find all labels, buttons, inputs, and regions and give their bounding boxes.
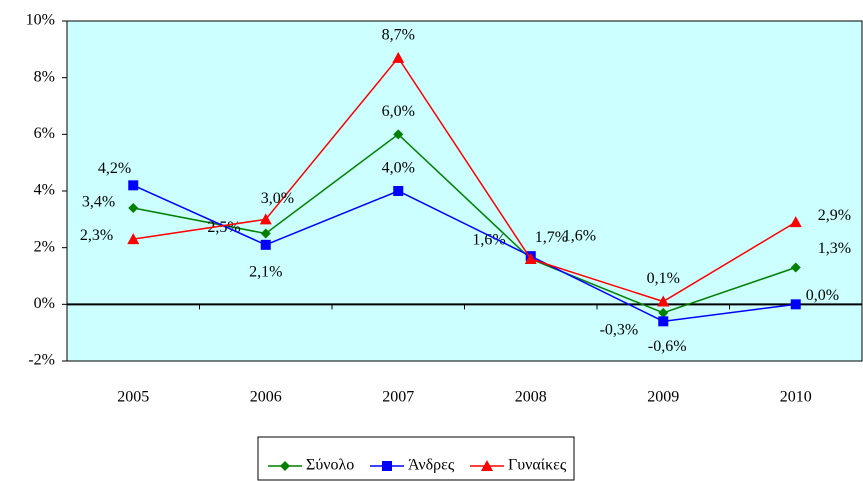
marker (789, 216, 802, 228)
data-label: 3,4% (82, 194, 115, 211)
data-label: -0,3% (600, 322, 639, 339)
x-tick-label: 2008 (515, 389, 547, 406)
y-tick-label: 8% (34, 68, 55, 85)
marker (658, 316, 669, 327)
marker (128, 203, 139, 213)
marker (393, 129, 404, 140)
y-tick-label: 0% (34, 295, 55, 312)
data-label: 2,9% (818, 207, 851, 224)
data-label: 0,0% (806, 287, 839, 304)
y-tick-label: 6% (34, 125, 55, 142)
y-tick-label: -2% (28, 352, 55, 369)
data-label: 1,7% (535, 229, 568, 246)
y-tick-label: 10% (26, 12, 55, 29)
marker (657, 295, 670, 307)
data-label: 4,2% (98, 160, 131, 177)
data-label: 2,5% (207, 219, 240, 236)
x-tick-label: 2007 (382, 389, 414, 406)
x-tick-label: 2010 (780, 389, 812, 406)
marker (392, 51, 405, 63)
marker (128, 180, 139, 191)
marker (393, 186, 404, 196)
data-label: 4,0% (382, 160, 415, 177)
data-label: 8,7% (382, 27, 415, 44)
y-tick-label: 2% (34, 238, 55, 255)
x-tick-label: 2006 (250, 389, 282, 406)
series-line (133, 133, 796, 314)
data-label: 1,3% (818, 240, 851, 257)
x-tick-label: 2005 (117, 389, 149, 406)
data-label: 3,0% (261, 190, 294, 207)
data-label: 1,6% (563, 228, 596, 245)
marker (382, 461, 392, 471)
series-line (133, 56, 797, 303)
marker (260, 239, 271, 250)
legend: Σύνολο Άνδρες Γυναίκες (257, 436, 575, 481)
marker (280, 461, 290, 471)
legend-box (257, 436, 575, 481)
data-label: -0,6% (648, 338, 687, 355)
marker (127, 233, 140, 245)
series-line (132, 184, 796, 323)
data-label: 0,1% (647, 270, 680, 287)
legend-label: Γυναίκες (508, 457, 567, 474)
marker (658, 307, 669, 318)
marker (524, 253, 537, 264)
data-label: 1,6% (472, 232, 505, 249)
legend-label: Σύνολο (306, 457, 354, 474)
marker (260, 228, 271, 239)
y-tick-label: 4% (34, 182, 55, 199)
marker (259, 213, 272, 225)
marker (790, 299, 801, 310)
data-label: 6,0% (382, 103, 415, 120)
legend-label: Άνδρες (408, 457, 455, 474)
data-label: 2,1% (249, 264, 282, 281)
marker (481, 460, 493, 471)
plot-area (66, 20, 863, 362)
data-label: 2,3% (80, 227, 113, 244)
marker (790, 262, 801, 273)
x-tick-label: 2009 (647, 389, 679, 406)
